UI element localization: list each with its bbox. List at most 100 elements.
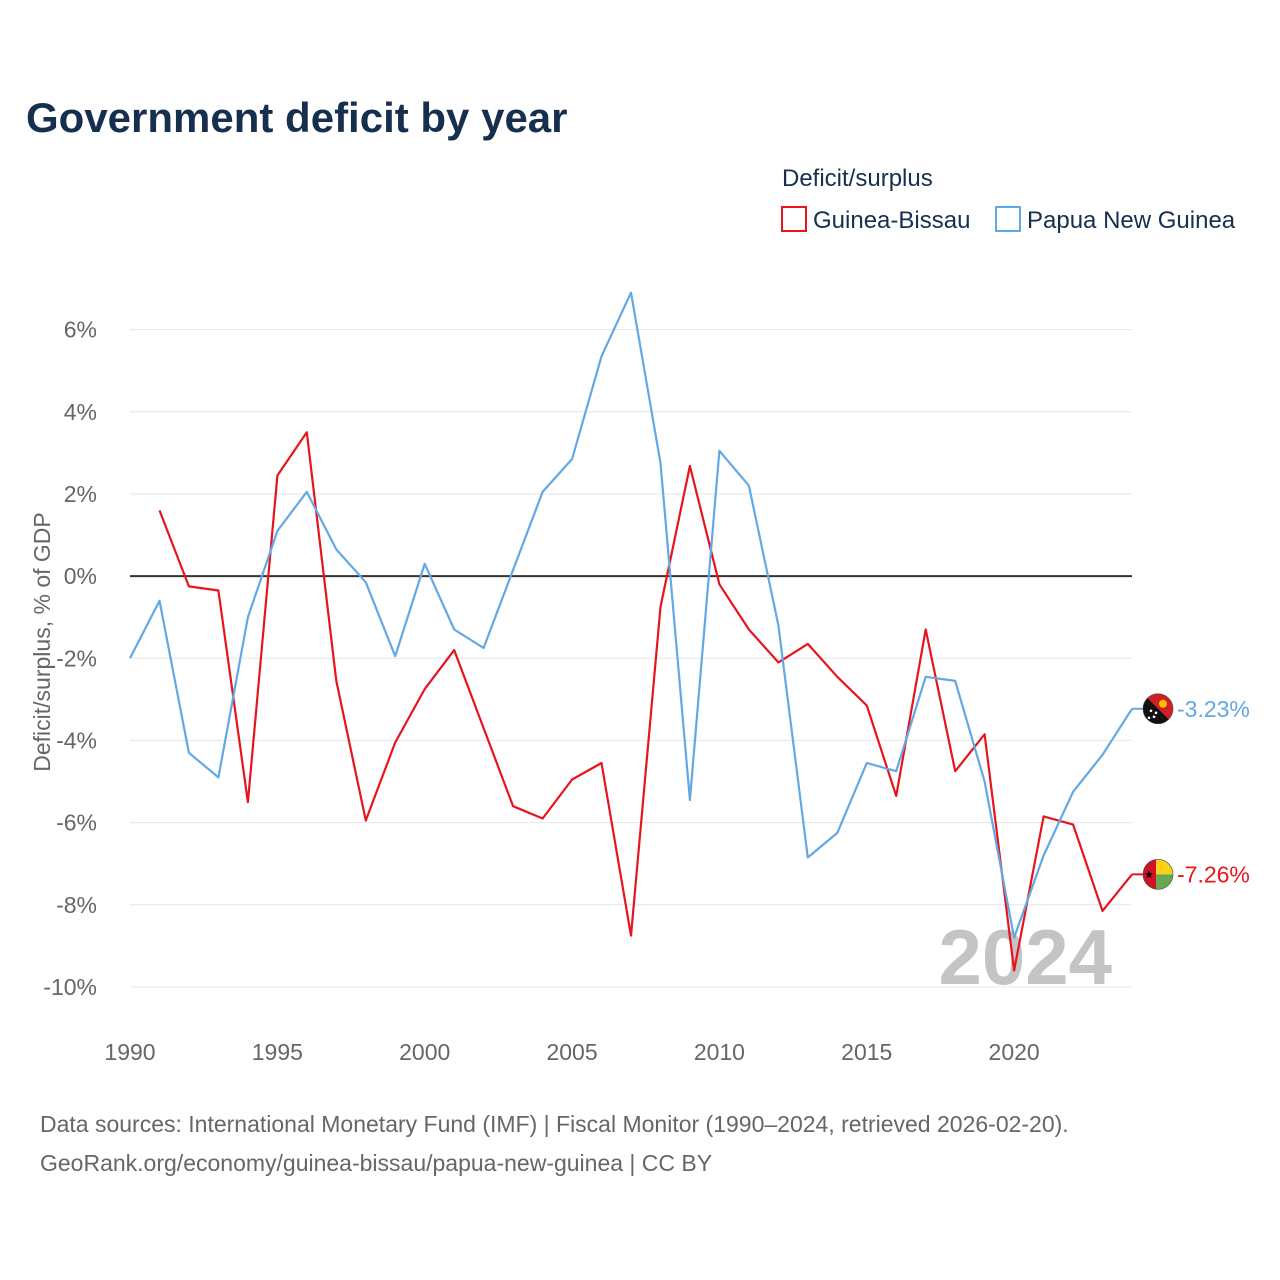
data-point-guinea-bissau[interactable]: [688, 464, 692, 468]
y-tick-label: -4%: [56, 727, 97, 753]
data-point-papua-new-guinea[interactable]: [452, 628, 456, 632]
legend-label-guinea-bissau: Guinea-Bissau: [813, 207, 970, 234]
year-watermark: 2024: [938, 913, 1112, 1001]
data-point-papua-new-guinea[interactable]: [835, 831, 839, 835]
data-point-papua-new-guinea[interactable]: [1101, 753, 1105, 757]
y-tick-label: 6%: [64, 317, 97, 343]
data-point-papua-new-guinea[interactable]: [305, 490, 309, 494]
data-point-guinea-bissau[interactable]: [894, 794, 898, 798]
y-tick-label: -2%: [56, 645, 97, 671]
data-point-papua-new-guinea[interactable]: [541, 490, 545, 494]
data-point-papua-new-guinea[interactable]: [423, 562, 427, 566]
x-tick-label: 2015: [841, 1039, 892, 1065]
legend-item-papua-new-guinea[interactable]: Papua New Guinea: [995, 206, 1236, 234]
gridlines: [130, 329, 1132, 988]
y-tick-label: 0%: [64, 563, 97, 589]
data-point-papua-new-guinea[interactable]: [688, 798, 692, 802]
data-point-guinea-bissau[interactable]: [717, 582, 721, 586]
data-point-guinea-bissau[interactable]: [541, 816, 545, 820]
data-point-guinea-bissau[interactable]: [393, 740, 397, 744]
data-point-papua-new-guinea[interactable]: [717, 449, 721, 453]
series-lines: [129, 291, 1133, 972]
data-point-guinea-bissau[interactable]: [1071, 823, 1075, 827]
data-point-guinea-bissau[interactable]: [216, 588, 220, 592]
data-point-guinea-bissau[interactable]: [600, 761, 604, 765]
data-point-guinea-bissau[interactable]: [865, 704, 869, 708]
data-point-guinea-bissau[interactable]: [452, 648, 456, 652]
data-point-guinea-bissau[interactable]: [953, 769, 957, 773]
end-label-guinea-bissau: -7.26%: [1177, 861, 1250, 887]
data-point-papua-new-guinea[interactable]: [894, 769, 898, 773]
papua-new-guinea-flag-icon: [1143, 693, 1173, 724]
source-line-2[interactable]: GeoRank.org/economy/guinea-bissau/papua-…: [40, 1150, 712, 1176]
data-point-papua-new-guinea[interactable]: [482, 646, 486, 650]
data-point-guinea-bissau[interactable]: [776, 660, 780, 664]
data-point-papua-new-guinea[interactable]: [511, 568, 515, 572]
data-point-guinea-bissau[interactable]: [305, 430, 309, 434]
legend-label-papua-new-guinea: Papua New Guinea: [1027, 207, 1236, 234]
data-point-guinea-bissau[interactable]: [511, 804, 515, 808]
x-tick-label: 2005: [546, 1039, 597, 1065]
data-point-papua-new-guinea[interactable]: [806, 856, 810, 860]
y-axis-title: Deficit/surplus, % of GDP: [29, 512, 55, 771]
data-point-guinea-bissau[interactable]: [482, 726, 486, 730]
x-tick-label: 1995: [252, 1039, 303, 1065]
x-tick-label: 2010: [694, 1039, 745, 1065]
data-point-guinea-bissau[interactable]: [924, 628, 928, 632]
data-point-papua-new-guinea[interactable]: [216, 775, 220, 779]
data-point-papua-new-guinea[interactable]: [747, 484, 751, 488]
legend-swatch-guinea-bissau: [781, 206, 807, 232]
data-point-papua-new-guinea[interactable]: [1012, 936, 1016, 940]
data-point-papua-new-guinea[interactable]: [600, 354, 604, 358]
data-point-guinea-bissau[interactable]: [423, 687, 427, 691]
data-point-guinea-bissau[interactable]: [1101, 909, 1105, 913]
data-point-papua-new-guinea[interactable]: [865, 761, 869, 765]
source-line-1: Data sources: International Monetary Fun…: [40, 1111, 1069, 1137]
data-point-papua-new-guinea[interactable]: [924, 675, 928, 679]
data-point-guinea-bissau[interactable]: [187, 584, 191, 588]
data-point-guinea-bissau[interactable]: [570, 777, 574, 781]
data-point-guinea-bissau[interactable]: [246, 800, 250, 804]
data-point-guinea-bissau[interactable]: [806, 642, 810, 646]
data-point-papua-new-guinea[interactable]: [157, 599, 161, 603]
legend-title: Deficit/surplus: [782, 165, 933, 192]
data-point-papua-new-guinea[interactable]: [658, 461, 662, 465]
y-tick-label: 2%: [64, 481, 97, 507]
data-point-guinea-bissau[interactable]: [1042, 814, 1046, 818]
data-point-guinea-bissau[interactable]: [157, 508, 161, 512]
data-point-guinea-bissau[interactable]: [629, 934, 633, 938]
y-tick-label: -10%: [43, 974, 97, 1000]
end-label-papua-new-guinea: -3.23%: [1177, 696, 1250, 722]
series-line-guinea-bissau[interactable]: [158, 431, 1133, 972]
data-point-guinea-bissau[interactable]: [364, 819, 368, 823]
y-tick-labels: 6% 4% 2% 0% -2% -4% -6% -8% -10%: [43, 317, 97, 1000]
legend-item-guinea-bissau[interactable]: Guinea-Bissau: [781, 206, 970, 234]
data-point-guinea-bissau[interactable]: [1012, 968, 1016, 972]
x-tick-label: 2020: [989, 1039, 1040, 1065]
data-point-papua-new-guinea[interactable]: [1071, 790, 1075, 794]
data-point-guinea-bissau[interactable]: [658, 605, 662, 609]
data-point-papua-new-guinea[interactable]: [246, 615, 250, 619]
series-line-papua-new-guinea[interactable]: [129, 291, 1133, 939]
data-point-papua-new-guinea[interactable]: [629, 291, 633, 295]
data-point-guinea-bissau[interactable]: [275, 473, 279, 477]
data-point-papua-new-guinea[interactable]: [364, 580, 368, 584]
data-point-papua-new-guinea[interactable]: [983, 780, 987, 784]
data-point-guinea-bissau[interactable]: [334, 679, 338, 683]
data-point-papua-new-guinea[interactable]: [275, 529, 279, 533]
data-point-papua-new-guinea[interactable]: [393, 654, 397, 658]
data-point-papua-new-guinea[interactable]: [570, 457, 574, 461]
data-point-guinea-bissau[interactable]: [835, 675, 839, 679]
data-point-guinea-bissau[interactable]: [747, 628, 751, 632]
x-tick-labels: 1990 1995 2000 2005 2010 2015 2020: [104, 1039, 1039, 1065]
data-point-guinea-bissau[interactable]: [983, 732, 987, 736]
data-point-papua-new-guinea[interactable]: [334, 547, 338, 551]
x-tick-label: 2000: [399, 1039, 450, 1065]
data-point-papua-new-guinea[interactable]: [1042, 853, 1046, 857]
guinea-bissau-flag-icon: [1143, 859, 1173, 890]
data-point-papua-new-guinea[interactable]: [776, 623, 780, 627]
data-point-papua-new-guinea[interactable]: [128, 656, 132, 660]
data-point-papua-new-guinea[interactable]: [187, 751, 191, 755]
data-point-papua-new-guinea[interactable]: [953, 679, 957, 683]
